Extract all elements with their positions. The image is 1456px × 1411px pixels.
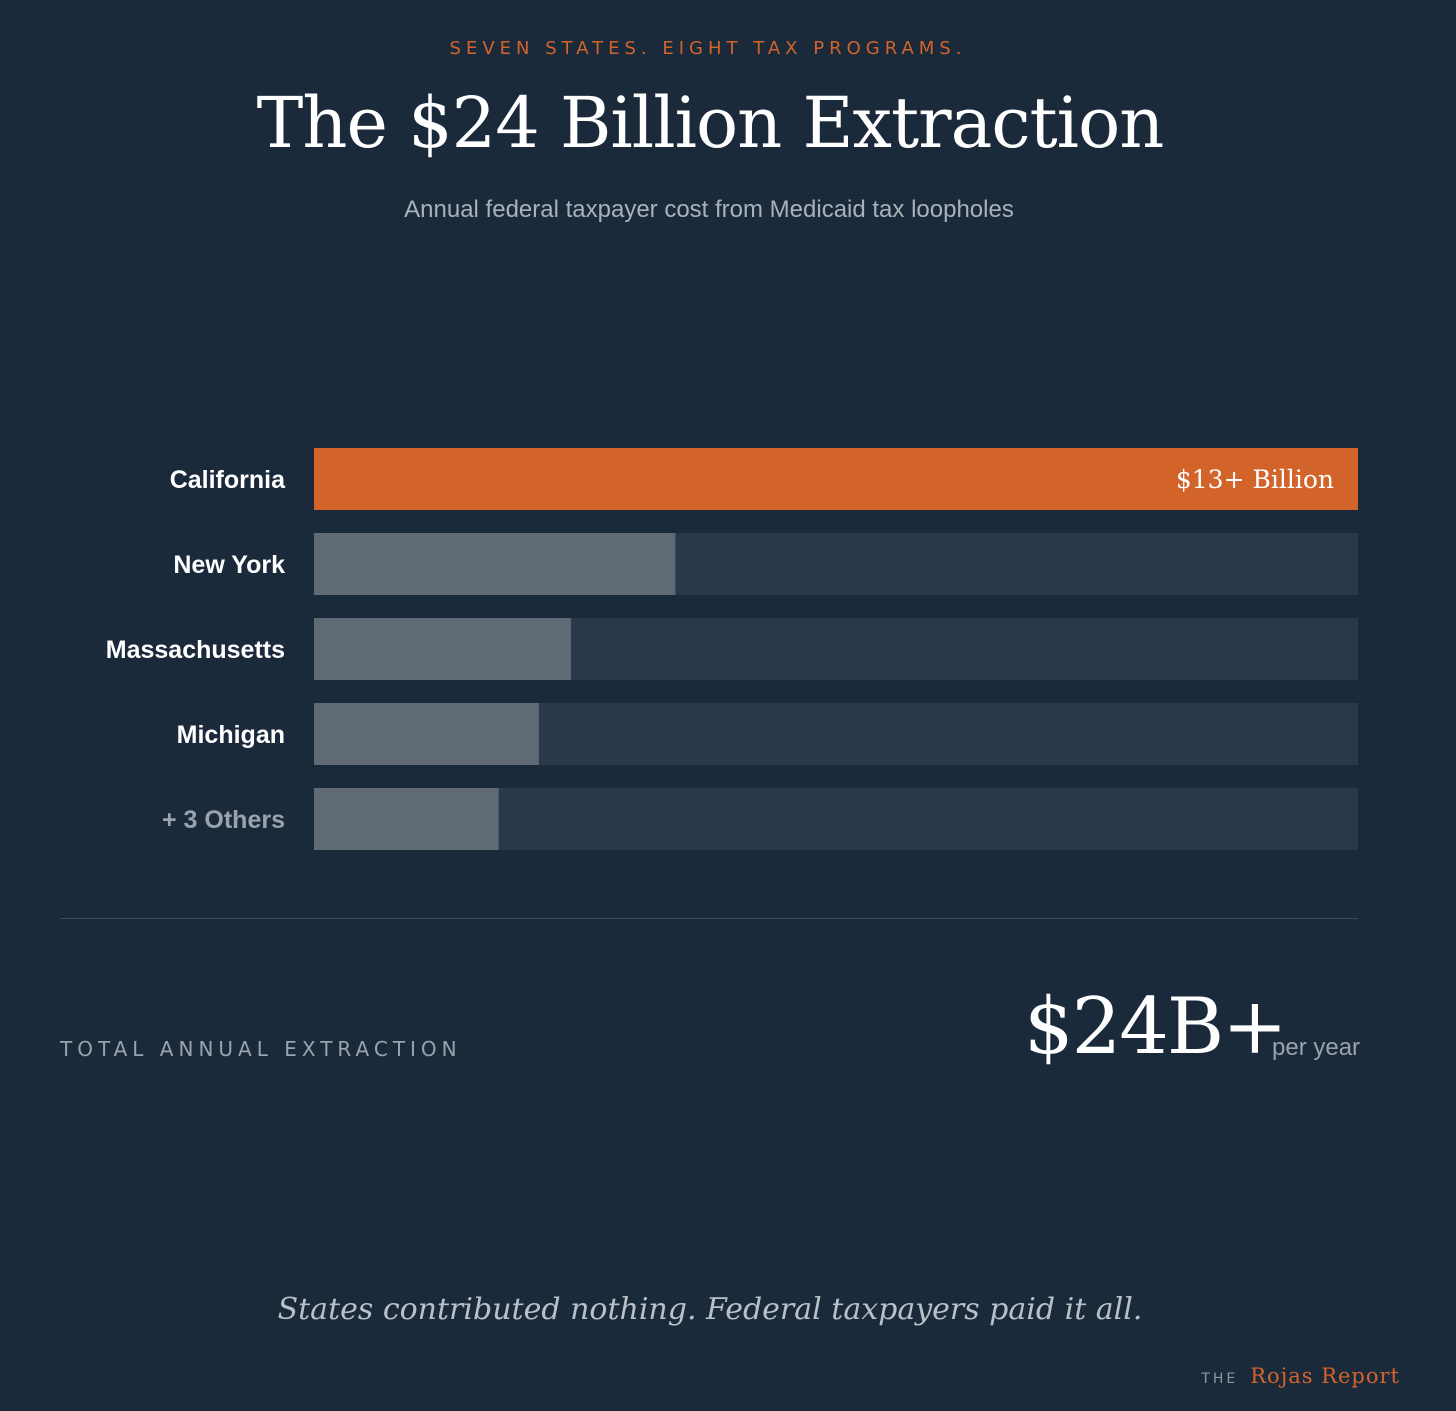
page-title: The $24 Billion Extraction bbox=[256, 82, 1165, 164]
brand-name: Rojas Report bbox=[1250, 1364, 1400, 1388]
footer-quote: States contributed nothing. Federal taxp… bbox=[277, 1292, 1143, 1327]
brand-logo: THE Rojas Report bbox=[1201, 1364, 1400, 1388]
data-label-california: $13+ Billion bbox=[1176, 465, 1334, 494]
category-label-california: California bbox=[170, 466, 286, 494]
bar-chart: California $13+ Billion New York Massachuse… bbox=[106, 448, 1358, 850]
total-value: $24B+ bbox=[1024, 982, 1288, 1072]
category-label-massachusetts: Massachusetts bbox=[106, 636, 285, 664]
bar-california bbox=[314, 448, 1358, 510]
kicker: SEVEN STATES. EIGHT TAX PROGRAMS. bbox=[449, 38, 967, 59]
brand-prefix: THE bbox=[1201, 1371, 1239, 1387]
total-label: TOTAL ANNUAL EXTRACTION bbox=[60, 1037, 462, 1061]
page-subtitle: Annual federal taxpayer cost from Medica… bbox=[404, 196, 1014, 223]
bar-massachusetts bbox=[314, 618, 571, 680]
bar-new-york bbox=[314, 533, 676, 595]
bar-michigan bbox=[314, 703, 539, 765]
divider bbox=[60, 918, 1358, 919]
category-label-3-others: + 3 Others bbox=[162, 806, 285, 834]
category-label-new-york: New York bbox=[173, 551, 285, 579]
total-unit: per year bbox=[1272, 1034, 1361, 1061]
category-label-michigan: Michigan bbox=[177, 721, 285, 749]
bar-3-others bbox=[314, 788, 499, 850]
